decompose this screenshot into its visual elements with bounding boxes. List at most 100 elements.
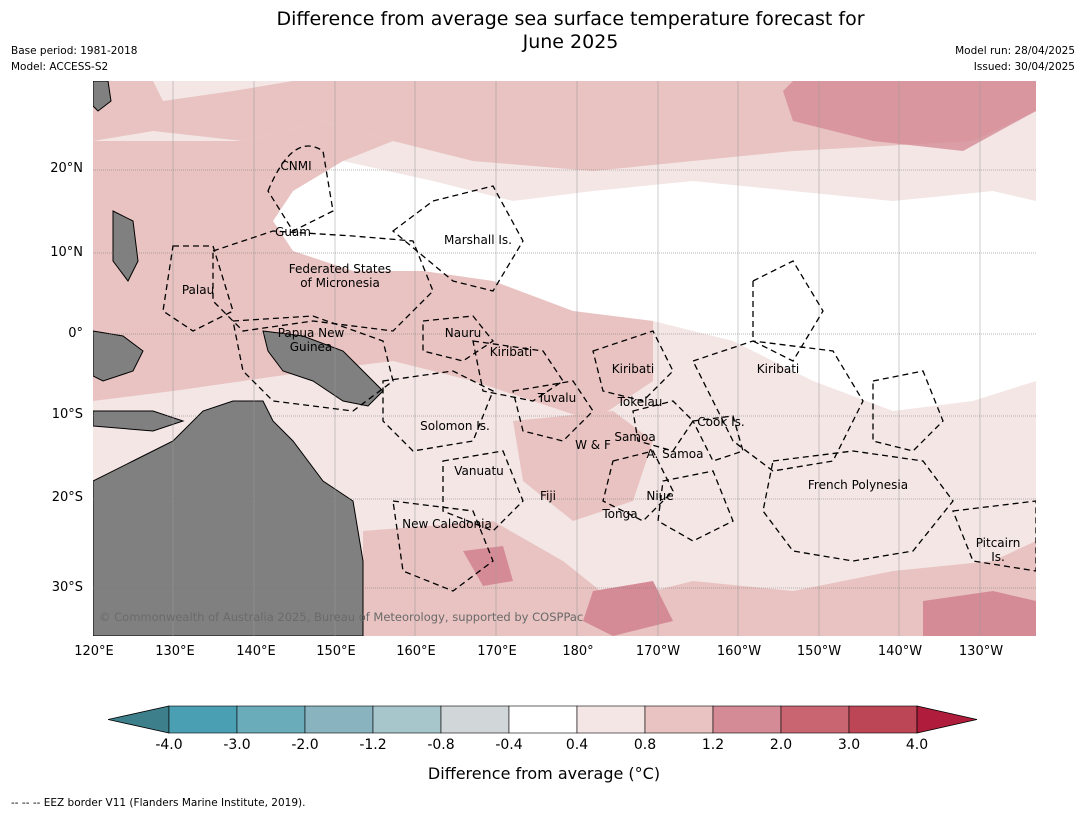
sst-anomaly-map: CNMI Guam Marshall Is. Federated States … — [93, 81, 1036, 636]
label-vanuatu: Vanuatu — [454, 464, 504, 478]
lon-label-140w: 140°W — [877, 644, 923, 659]
lat-label-30s: 30°S — [51, 580, 83, 595]
title-line-2: June 2025 — [522, 31, 619, 53]
label-palau: Palau — [181, 283, 215, 297]
label-fsm-line1: Federated States — [288, 262, 392, 276]
lon-label-170e: 170°E — [477, 644, 517, 659]
colorbar-swatch — [236, 705, 306, 734]
colorbar-extend-high — [916, 705, 978, 734]
eez-footnote: -- -- -- EEZ border V11 (Flanders Marine… — [11, 797, 306, 809]
label-kiribati-west: Kiribati — [489, 345, 533, 359]
label-png-line2: Guinea — [289, 340, 333, 354]
anomaly-hotspot-s3 — [463, 546, 513, 586]
label-solomon-is: Solomon Is. — [420, 419, 490, 433]
colorbar-swatch — [508, 705, 578, 734]
anomaly-band-south — [363, 521, 1036, 636]
lon-label-140e: 140°E — [236, 644, 276, 659]
colorbar-tick: -0.4 — [495, 737, 523, 753]
lon-label-170w: 170°W — [635, 644, 681, 659]
lat-label-0: 0° — [68, 326, 83, 341]
lon-label-120e: 120°E — [74, 644, 114, 659]
label-niue: Niue — [646, 489, 674, 503]
lon-label-130e: 130°E — [155, 644, 195, 659]
colorbar-tick: -0.8 — [427, 737, 455, 753]
lat-label-10n: 10°N — [50, 245, 83, 260]
label-fsm-line2: of Micronesia — [300, 276, 380, 290]
anomaly-band-west — [93, 121, 653, 421]
lat-label-20n: 20°N — [50, 161, 83, 176]
base-period: Base period: 1981-2018 — [11, 45, 138, 57]
anomaly-hotspot-s2 — [923, 591, 1036, 636]
colorbar-swatch — [848, 705, 918, 734]
lat-label-20s: 20°S — [51, 490, 83, 505]
australia-landmass — [93, 400, 364, 636]
model-name: Model: ACCESS-S2 — [11, 61, 109, 73]
lon-label-160w: 160°W — [716, 644, 762, 659]
colorbar-swatch — [644, 705, 714, 734]
metadata-right: Model run: 28/04/2025 Issued: 30/04/2025 — [955, 43, 1075, 75]
colorbar-swatch — [304, 705, 374, 734]
colorbar-tick: 0.8 — [633, 737, 657, 753]
colorbar-tick: 2.0 — [769, 737, 793, 753]
title-line-1: Difference from average sea surface temp… — [276, 8, 865, 30]
chart-title: Difference from average sea surface temp… — [0, 8, 1085, 54]
label-png-line1: Papua New — [277, 326, 345, 340]
label-new-caledonia: New Caledonia — [402, 517, 492, 531]
colorbar-label: Difference from average (°C) — [427, 764, 661, 783]
colorbar-tick: -3.0 — [223, 737, 251, 753]
colorbar-tick: 1.2 — [701, 737, 725, 753]
label-guam: Guam — [275, 225, 311, 239]
colorbar-swatches — [107, 705, 978, 734]
new-guinea-landmass — [262, 330, 384, 407]
lon-label-180: 180° — [562, 644, 594, 659]
label-kiribati-east: Kiribati — [756, 362, 800, 376]
label-pitcairn-line1: Pitcairn — [975, 536, 1021, 550]
label-cook-is: Cook Is. — [697, 415, 745, 429]
label-kiribati-central: Kiribati — [611, 362, 655, 376]
anomaly-hotspot-ne — [783, 81, 1036, 151]
lon-label-150e: 150°E — [316, 644, 356, 659]
label-pitcairn-line2: Is. — [991, 550, 1005, 564]
colorbar-swatch — [576, 705, 646, 734]
colorbar-swatch — [168, 705, 238, 734]
anomaly-hotspot-s1 — [583, 581, 673, 636]
graticule — [172, 81, 981, 636]
colorbar-tick: 4.0 — [905, 737, 929, 753]
issued-date: Issued: 30/04/2025 — [973, 61, 1075, 73]
colorbar-tick: -2.0 — [291, 737, 319, 753]
label-tonga: Tonga — [602, 507, 638, 521]
eez-borders — [162, 145, 1036, 592]
label-fiji: Fiji — [539, 489, 557, 503]
colorbar-swatch — [780, 705, 850, 734]
label-american-samoa: A. Samoa — [646, 447, 704, 461]
lat-label-10s: 10°S — [51, 407, 83, 422]
colorbar-extend-low — [107, 705, 170, 734]
metadata-left: Base period: 1981-2018 Model: ACCESS-S2 — [11, 43, 137, 75]
colorbar-swatch — [712, 705, 782, 734]
colorbar-swatch — [440, 705, 510, 734]
colorbar-tick: -1.2 — [359, 737, 387, 753]
model-run: Model run: 28/04/2025 — [955, 45, 1075, 57]
asia-landmass — [93, 81, 112, 112]
anomaly-band-neutral — [273, 161, 1036, 411]
label-french-polynesia: French Polynesia — [807, 478, 909, 492]
philippines-landmass — [112, 210, 139, 282]
colorbar-tick: -4.0 — [155, 737, 183, 753]
label-wallis-futuna: W & F — [575, 438, 611, 452]
colorbar — [107, 705, 978, 735]
lon-label-160e: 160°E — [396, 644, 436, 659]
label-nauru: Nauru — [444, 326, 482, 340]
colorbar-tick: 3.0 — [837, 737, 861, 753]
anomaly-patch-fiji — [513, 411, 653, 521]
colorbar-tick: 0.4 — [565, 737, 589, 753]
label-tokelau: Tokelau — [617, 395, 663, 409]
indonesia-landmass — [93, 330, 144, 382]
label-tuvalu: Tuvalu — [537, 391, 577, 405]
label-cnmi: CNMI — [280, 159, 312, 173]
colorbar-swatch — [372, 705, 442, 734]
lon-label-130w: 130°W — [958, 644, 1004, 659]
label-marshall-is: Marshall Is. — [444, 233, 512, 247]
copyright-notice: © Commonwealth of Australia 2025, Bureau… — [99, 610, 584, 624]
map-canvas — [93, 81, 1036, 636]
lon-label-150w: 150°W — [796, 644, 842, 659]
